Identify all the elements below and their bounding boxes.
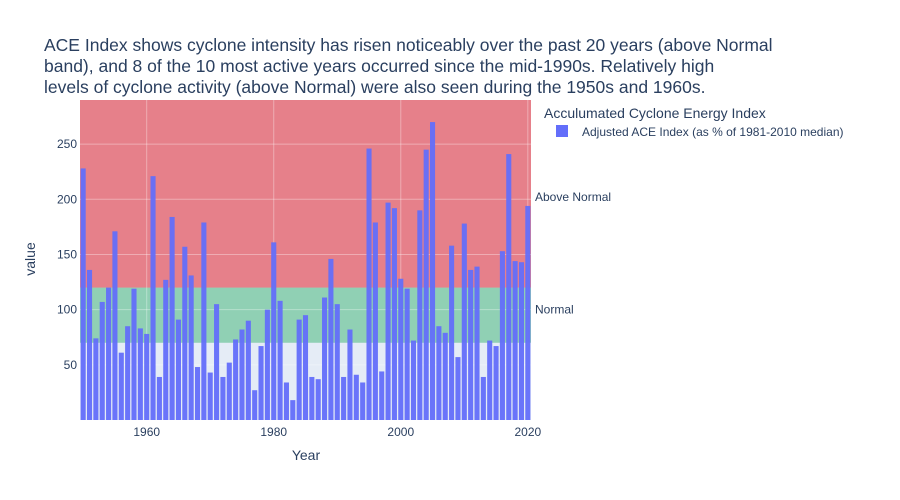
y-tick-label: 150 <box>57 247 77 261</box>
bar-1972[interactable] <box>220 376 226 420</box>
bar-1987[interactable] <box>315 379 321 420</box>
bar-2001[interactable] <box>404 288 410 420</box>
bar-2011[interactable] <box>468 269 474 420</box>
bar-1977[interactable] <box>252 390 258 420</box>
legend-swatch <box>556 125 568 137</box>
bar-1956[interactable] <box>118 352 124 420</box>
bar-2014[interactable] <box>487 340 493 420</box>
bar-1995[interactable] <box>366 148 372 420</box>
y-tick-label: 250 <box>57 137 77 151</box>
bar-2002[interactable] <box>410 340 417 420</box>
bar-1979[interactable] <box>264 309 270 420</box>
bar-2003[interactable] <box>417 210 423 420</box>
x-axis-title: Year <box>292 447 321 463</box>
bar-1991[interactable] <box>341 376 347 420</box>
legend-title: Acculumated Cyclone Energy Index <box>544 105 766 121</box>
legend[interactable]: Acculumated Cyclone Energy Index Adjuste… <box>544 105 844 139</box>
chart-title-line-1: ACE Index shows cyclone intensity has ri… <box>44 35 773 55</box>
bar-1997[interactable] <box>379 371 385 420</box>
bar-1993[interactable] <box>353 374 359 420</box>
bar-1992[interactable] <box>347 329 353 420</box>
bar-2004[interactable] <box>423 149 429 421</box>
bar-1990[interactable] <box>334 304 340 420</box>
bar-1999[interactable] <box>391 208 397 420</box>
bar-1958[interactable] <box>131 288 137 420</box>
bar-series <box>80 122 531 421</box>
bar-2017[interactable] <box>506 154 512 420</box>
bar-1978[interactable] <box>258 346 264 420</box>
bar-1973[interactable] <box>226 362 232 420</box>
bar-1971[interactable] <box>214 304 220 420</box>
bar-2018[interactable] <box>512 261 518 420</box>
bar-1965[interactable] <box>175 319 181 420</box>
band-labels: Normal Above Normal <box>535 190 611 317</box>
bar-1967[interactable] <box>188 275 194 420</box>
bar-1951[interactable] <box>86 269 93 420</box>
bar-1950[interactable] <box>80 168 86 420</box>
chart-title: ACE Index shows cyclone intensity has ri… <box>44 35 773 97</box>
bar-2013[interactable] <box>480 376 486 420</box>
bar-1963[interactable] <box>163 279 169 420</box>
band-label-above-normal: Above Normal <box>535 190 611 204</box>
bar-1975[interactable] <box>239 329 245 420</box>
bar-1966[interactable] <box>182 246 188 420</box>
y-axis-title: value <box>22 242 38 276</box>
bar-1981[interactable] <box>277 300 283 420</box>
bar-1964[interactable] <box>169 216 175 420</box>
y-axis-ticks: 50 100 150 200 250 <box>57 137 77 372</box>
bar-1968[interactable] <box>194 367 201 420</box>
x-tick-label: 1960 <box>133 425 160 439</box>
legend-entry-label: Adjusted ACE Index (as % of 1981-2010 me… <box>582 125 844 139</box>
bar-2015[interactable] <box>493 346 499 420</box>
bar-2008[interactable] <box>449 245 455 420</box>
x-axis-ticks: 1960 1980 2000 2020 <box>133 425 541 439</box>
bar-2005[interactable] <box>430 122 436 420</box>
chart-title-line-2: band), and 8 of the 10 most active years… <box>44 56 714 76</box>
x-tick-label: 2000 <box>387 425 414 439</box>
bar-2007[interactable] <box>442 332 448 420</box>
y-tick-label: 200 <box>57 192 77 206</box>
bar-2000[interactable] <box>398 278 404 420</box>
bar-1988[interactable] <box>322 297 328 420</box>
bar-1983[interactable] <box>290 400 296 420</box>
bar-1959[interactable] <box>137 328 143 420</box>
x-tick-label: 2020 <box>514 425 541 439</box>
bar-2012[interactable] <box>474 266 480 420</box>
bar-1996[interactable] <box>372 222 378 420</box>
bar-1985[interactable] <box>302 315 309 420</box>
bar-1984[interactable] <box>296 319 302 420</box>
bar-1961[interactable] <box>150 176 156 420</box>
bar-1976[interactable] <box>245 320 251 420</box>
bar-1969[interactable] <box>201 222 207 420</box>
bar-2010[interactable] <box>461 223 467 420</box>
bar-1986[interactable] <box>309 376 315 420</box>
bar-2006[interactable] <box>436 326 442 420</box>
bar-1955[interactable] <box>112 231 118 420</box>
bar-2019[interactable] <box>518 262 525 420</box>
bar-1989[interactable] <box>328 258 334 420</box>
x-tick-label: 1980 <box>260 425 287 439</box>
bar-1970[interactable] <box>207 372 213 420</box>
band-label-normal: Normal <box>535 303 574 317</box>
bar-1994[interactable] <box>360 382 366 420</box>
bar-1953[interactable] <box>99 301 105 420</box>
y-tick-label: 50 <box>64 358 78 372</box>
bar-2020[interactable] <box>525 205 531 420</box>
bar-1974[interactable] <box>233 339 239 420</box>
bar-1982[interactable] <box>283 382 289 420</box>
bar-1980[interactable] <box>271 242 277 420</box>
bar-1962[interactable] <box>156 376 162 420</box>
y-tick-label: 100 <box>57 303 77 317</box>
bar-2016[interactable] <box>499 251 505 420</box>
bar-2009[interactable] <box>455 357 461 420</box>
bar-1952[interactable] <box>93 338 99 420</box>
bar-1998[interactable] <box>385 202 391 420</box>
chart-title-line-3: levels of cyclone activity (above Normal… <box>44 77 705 97</box>
bar-1960[interactable] <box>144 333 150 420</box>
bar-1954[interactable] <box>106 287 112 420</box>
bar-1957[interactable] <box>125 326 131 420</box>
